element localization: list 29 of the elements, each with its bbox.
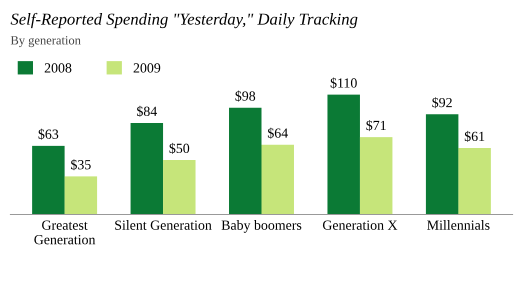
data-label: $50 <box>169 142 190 154</box>
x-tick-label: Silent Generation <box>115 220 212 230</box>
legend-label: 2009 <box>134 63 160 73</box>
bar <box>426 114 458 214</box>
x-tick-label: Baby boomers <box>222 220 302 233</box>
bar <box>360 137 392 214</box>
data-label: $110 <box>330 77 357 89</box>
legend-label: 2008 <box>44 63 72 73</box>
x-tick-label: Millennials <box>427 220 490 230</box>
data-label: $64 <box>268 128 288 139</box>
x-tick-label: Generation X <box>322 220 398 230</box>
data-label: $35 <box>71 159 91 170</box>
bar <box>327 94 360 214</box>
bar <box>163 160 196 214</box>
chart-subtitle: By generation <box>10 36 81 48</box>
bar <box>130 122 164 214</box>
bar <box>32 146 65 214</box>
data-label: $61 <box>464 130 484 142</box>
bar <box>229 108 262 214</box>
data-label: $71 <box>366 120 386 132</box>
x-tick-label: Greatest Generation <box>34 220 96 244</box>
data-label: $92 <box>432 97 452 108</box>
bar <box>64 176 98 214</box>
data-label: $84 <box>136 106 158 117</box>
chart-title: Self-Reported Spending "Yesterday," Daily Tracking <box>10 12 358 28</box>
bar <box>262 144 294 214</box>
bar <box>458 148 491 214</box>
data-label: $63 <box>38 128 58 140</box>
data-label: $98 <box>235 90 256 102</box>
